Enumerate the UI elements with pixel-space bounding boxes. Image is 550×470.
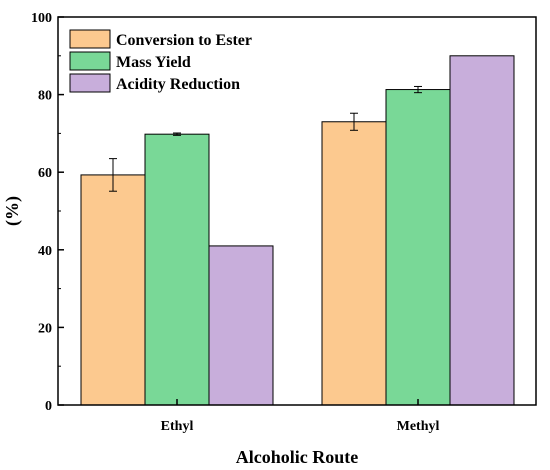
error-bars-layer [109, 85, 422, 192]
y-tick-label: 20 [38, 321, 52, 336]
bars-layer [80, 55, 515, 406]
bar-acidity-reduction-methyl [449, 55, 515, 406]
legend-swatch [69, 73, 111, 93]
error-bar-mass-yield-ethyl [173, 132, 181, 136]
x-tick-label-ethyl: Ethyl [161, 419, 194, 434]
legend-item-conversion-to-ester: Conversion to Ester [69, 29, 252, 49]
legend-swatch [69, 51, 111, 71]
legend: Conversion to Ester Mass Yield Acidity Red… [69, 29, 252, 93]
y-tick-label: 100 [31, 11, 52, 26]
x-axis-title: Alcoholic Route [236, 447, 358, 467]
bar-conversion-to-ester-methyl [321, 121, 387, 406]
bar-mass-yield-ethyl [144, 133, 210, 406]
legend-item-mass-yield: Mass Yield [69, 51, 191, 71]
error-bar-conversion-to-ester-ethyl [109, 158, 117, 192]
bar-mass-yield-methyl [385, 89, 451, 406]
y-tick-label: 0 [45, 399, 52, 414]
legend-label: Mass Yield [116, 54, 191, 71]
bar-conversion-to-ester-ethyl [80, 174, 146, 406]
x-tick-label-methyl: Methyl [397, 419, 440, 434]
legend-item-acidity-reduction: Acidity Reduction [69, 73, 240, 93]
y-axis: 0 20 40 60 80 100 [31, 11, 64, 414]
y-tick-label: 80 [38, 89, 52, 104]
legend-swatch [69, 29, 111, 49]
legend-label: Conversion to Ester [116, 32, 252, 49]
error-bar-mass-yield-methyl [414, 85, 422, 94]
bar-acidity-reduction-ethyl [208, 245, 274, 406]
y-tick-label: 40 [38, 244, 52, 259]
error-bar-conversion-to-ester-methyl [350, 112, 358, 131]
y-axis-title: (%) [2, 196, 23, 226]
y-tick-label: 60 [38, 166, 52, 181]
legend-label: Acidity Reduction [116, 76, 240, 93]
x-axis: Ethyl Methyl [161, 399, 440, 434]
